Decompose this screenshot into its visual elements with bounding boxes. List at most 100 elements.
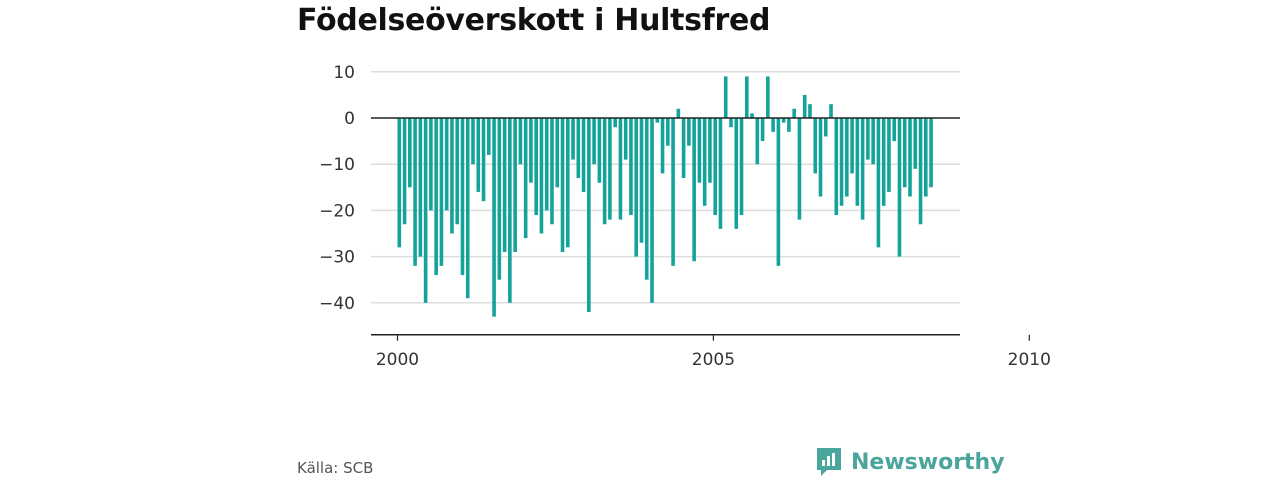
bar bbox=[708, 118, 712, 183]
x-tick-label: 2005 bbox=[692, 350, 735, 370]
bar bbox=[497, 118, 502, 280]
bar bbox=[697, 118, 702, 183]
bar bbox=[629, 118, 633, 216]
bar bbox=[750, 113, 754, 118]
bar bbox=[487, 118, 491, 155]
bar bbox=[881, 118, 886, 206]
bar bbox=[855, 118, 860, 206]
bar bbox=[660, 118, 665, 174]
bar bbox=[397, 118, 402, 248]
bar bbox=[787, 118, 791, 132]
bar bbox=[876, 118, 881, 248]
bar bbox=[871, 118, 875, 165]
bar bbox=[529, 118, 533, 183]
brand-name: Newsworthy bbox=[851, 449, 1005, 475]
bar bbox=[850, 118, 854, 174]
bar bbox=[408, 118, 412, 188]
y-tick-label: −40 bbox=[319, 294, 355, 314]
bar bbox=[760, 118, 765, 142]
bar bbox=[571, 118, 575, 160]
bar bbox=[713, 118, 717, 216]
bar bbox=[444, 118, 449, 211]
bar bbox=[902, 118, 907, 188]
bar bbox=[734, 118, 739, 229]
bar bbox=[897, 118, 902, 257]
bar bbox=[723, 76, 728, 118]
bar bbox=[771, 118, 775, 132]
bar bbox=[755, 118, 760, 165]
bar bbox=[839, 118, 844, 206]
source-note: Källa: SCB bbox=[297, 459, 374, 477]
bar bbox=[866, 118, 870, 160]
bar bbox=[918, 118, 923, 225]
bar bbox=[671, 118, 675, 266]
bar bbox=[676, 108, 681, 118]
bar bbox=[929, 118, 933, 188]
bar bbox=[576, 118, 581, 179]
newsworthy-logo-icon bbox=[817, 448, 841, 476]
y-tick-label: −30 bbox=[319, 248, 355, 268]
bar bbox=[618, 118, 623, 220]
bar bbox=[797, 118, 802, 220]
bar bbox=[402, 118, 407, 225]
bar bbox=[465, 118, 470, 299]
bar bbox=[687, 118, 691, 146]
bar bbox=[434, 118, 438, 276]
bar bbox=[481, 118, 486, 202]
bar bbox=[413, 118, 417, 266]
bar bbox=[655, 118, 660, 123]
bar bbox=[650, 118, 654, 303]
bar bbox=[544, 118, 549, 211]
bar bbox=[692, 118, 696, 262]
brand[interactable]: Newsworthy bbox=[815, 446, 1005, 478]
bar bbox=[702, 118, 707, 206]
bar bbox=[908, 118, 912, 197]
bar bbox=[892, 118, 897, 142]
bar bbox=[808, 104, 812, 118]
bar bbox=[813, 118, 818, 174]
bar bbox=[766, 76, 770, 118]
bar bbox=[602, 118, 607, 225]
bar bbox=[502, 118, 507, 252]
bar bbox=[860, 118, 865, 220]
bar bbox=[802, 94, 807, 118]
chart-title: Födelseöverskott i Hultsfred bbox=[297, 3, 771, 38]
bar bbox=[597, 118, 602, 183]
bar bbox=[792, 108, 796, 118]
x-tick-label: 2000 bbox=[376, 350, 419, 370]
bar bbox=[555, 118, 560, 188]
bar bbox=[429, 118, 433, 211]
bar bbox=[613, 118, 617, 128]
bar bbox=[418, 118, 423, 257]
y-tick-label: 10 bbox=[333, 63, 355, 83]
bar bbox=[644, 118, 649, 280]
bar bbox=[592, 118, 596, 165]
bar bbox=[523, 118, 528, 239]
bar bbox=[513, 118, 517, 252]
y-tick-label: 0 bbox=[344, 109, 355, 129]
x-tick-label: 2010 bbox=[1008, 350, 1051, 370]
tick-labels: 100−10−20−30−40200020052010201520202025 bbox=[319, 63, 1051, 370]
bar bbox=[823, 118, 828, 137]
bar bbox=[450, 118, 454, 234]
bar bbox=[781, 118, 786, 123]
axes bbox=[371, 117, 1030, 341]
bar bbox=[471, 118, 475, 165]
bar bbox=[539, 118, 544, 234]
bar bbox=[460, 118, 465, 276]
bar bbox=[423, 118, 428, 303]
bar bbox=[550, 118, 554, 225]
gridlines bbox=[371, 71, 960, 304]
bar bbox=[608, 118, 612, 220]
bar bbox=[565, 118, 570, 248]
bar bbox=[587, 118, 591, 313]
bar bbox=[455, 118, 460, 225]
bar bbox=[834, 118, 839, 216]
bar bbox=[476, 118, 481, 192]
bar bbox=[518, 118, 523, 165]
bar bbox=[739, 118, 744, 216]
bar bbox=[818, 118, 823, 197]
bar bbox=[729, 118, 733, 128]
bar bbox=[581, 118, 586, 192]
